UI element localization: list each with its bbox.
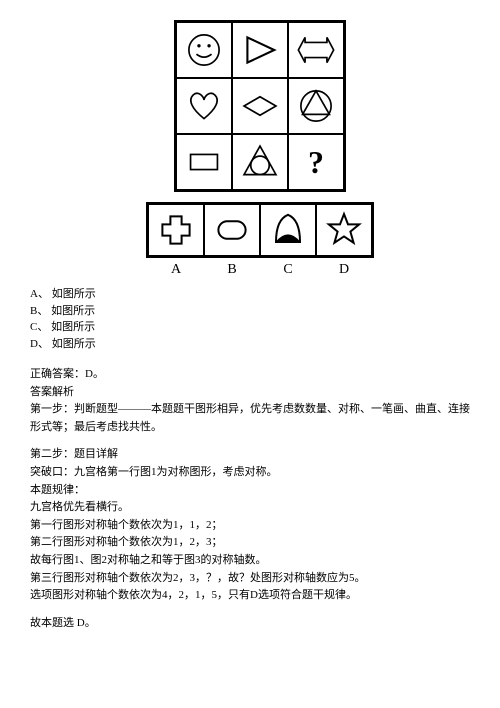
triangle-circle-icon (239, 141, 281, 183)
puzzle-area: ? A B C D (30, 20, 470, 278)
main-grid: ? (174, 20, 346, 192)
rounded-rect-icon (212, 210, 252, 250)
circle-triangle-icon (295, 85, 337, 127)
cell-2-2 (232, 78, 288, 134)
double-arrow-icon (295, 29, 337, 71)
leaf-shape-icon (268, 210, 308, 250)
analysis-title: 答案解析 (30, 384, 470, 402)
cell-3-3: ? (288, 134, 344, 190)
cell-2-1 (176, 78, 232, 134)
conclusion: 故本题选 D。 (30, 615, 470, 633)
cell-1-3 (288, 22, 344, 78)
cell-1-2 (232, 22, 288, 78)
cell-3-2 (232, 134, 288, 190)
rule-title: 本题规律： (30, 482, 470, 500)
choice-c: C、 如图所示 (30, 319, 470, 336)
rule-line3: 第二行图形对称轴个数依次为1，2，3； (30, 534, 470, 552)
answer-block: 正确答案：D。 答案解析 第一步：判断题型———本题题干图形相异，优先考虑数数量… (30, 366, 470, 632)
cell-2-3 (288, 78, 344, 134)
diamond-icon (239, 85, 281, 127)
rule-line1: 九宫格优先看横行。 (30, 499, 470, 517)
choice-d: D、 如图所示 (30, 336, 470, 353)
choice-b: B、 如图所示 (30, 303, 470, 320)
correct-answer: 正确答案：D。 (30, 366, 470, 384)
choices-list: A、 如图所示 B、 如图所示 C、 如图所示 D、 如图所示 (30, 286, 470, 352)
rectangle-icon (183, 141, 225, 183)
plus-icon (156, 210, 196, 250)
step1: 第一步：判断题型———本题题干图形相异，优先考虑数数量、对称、一笔画、曲直、连接… (30, 401, 470, 436)
rule-line4: 故每行图1、图2对称轴之和等于图3的对称轴数。 (30, 552, 470, 570)
option-d-cell (316, 204, 372, 256)
label-a: A (148, 262, 204, 278)
question-mark: ? (308, 144, 324, 181)
option-c-cell (260, 204, 316, 256)
triangle-right-icon (239, 29, 281, 71)
cell-1-1 (176, 22, 232, 78)
smiley-icon (183, 29, 225, 71)
heart-icon (183, 85, 225, 127)
options-row (146, 202, 374, 258)
breakthrough: 突破口：九宫格第一行图1为对称图形，考虑对称。 (30, 464, 470, 482)
option-a-cell (148, 204, 204, 256)
star-icon (324, 210, 364, 250)
option-b-cell (204, 204, 260, 256)
label-d: D (316, 262, 372, 278)
choice-a: A、 如图所示 (30, 286, 470, 303)
label-b: B (204, 262, 260, 278)
rule-line2: 第一行图形对称轴个数依次为1，1，2； (30, 517, 470, 535)
rule-line6: 选项图形对称轴个数依次为4，2，1，5，只有D选项符合题干规律。 (30, 587, 470, 605)
rule-line5: 第三行图形对称轴个数依次为2，3，？，故？处图形对称轴数应为5。 (30, 570, 470, 588)
step2-title: 第二步：题目详解 (30, 446, 470, 464)
label-c: C (260, 262, 316, 278)
option-labels: A B C D (148, 262, 372, 278)
cell-3-1 (176, 134, 232, 190)
